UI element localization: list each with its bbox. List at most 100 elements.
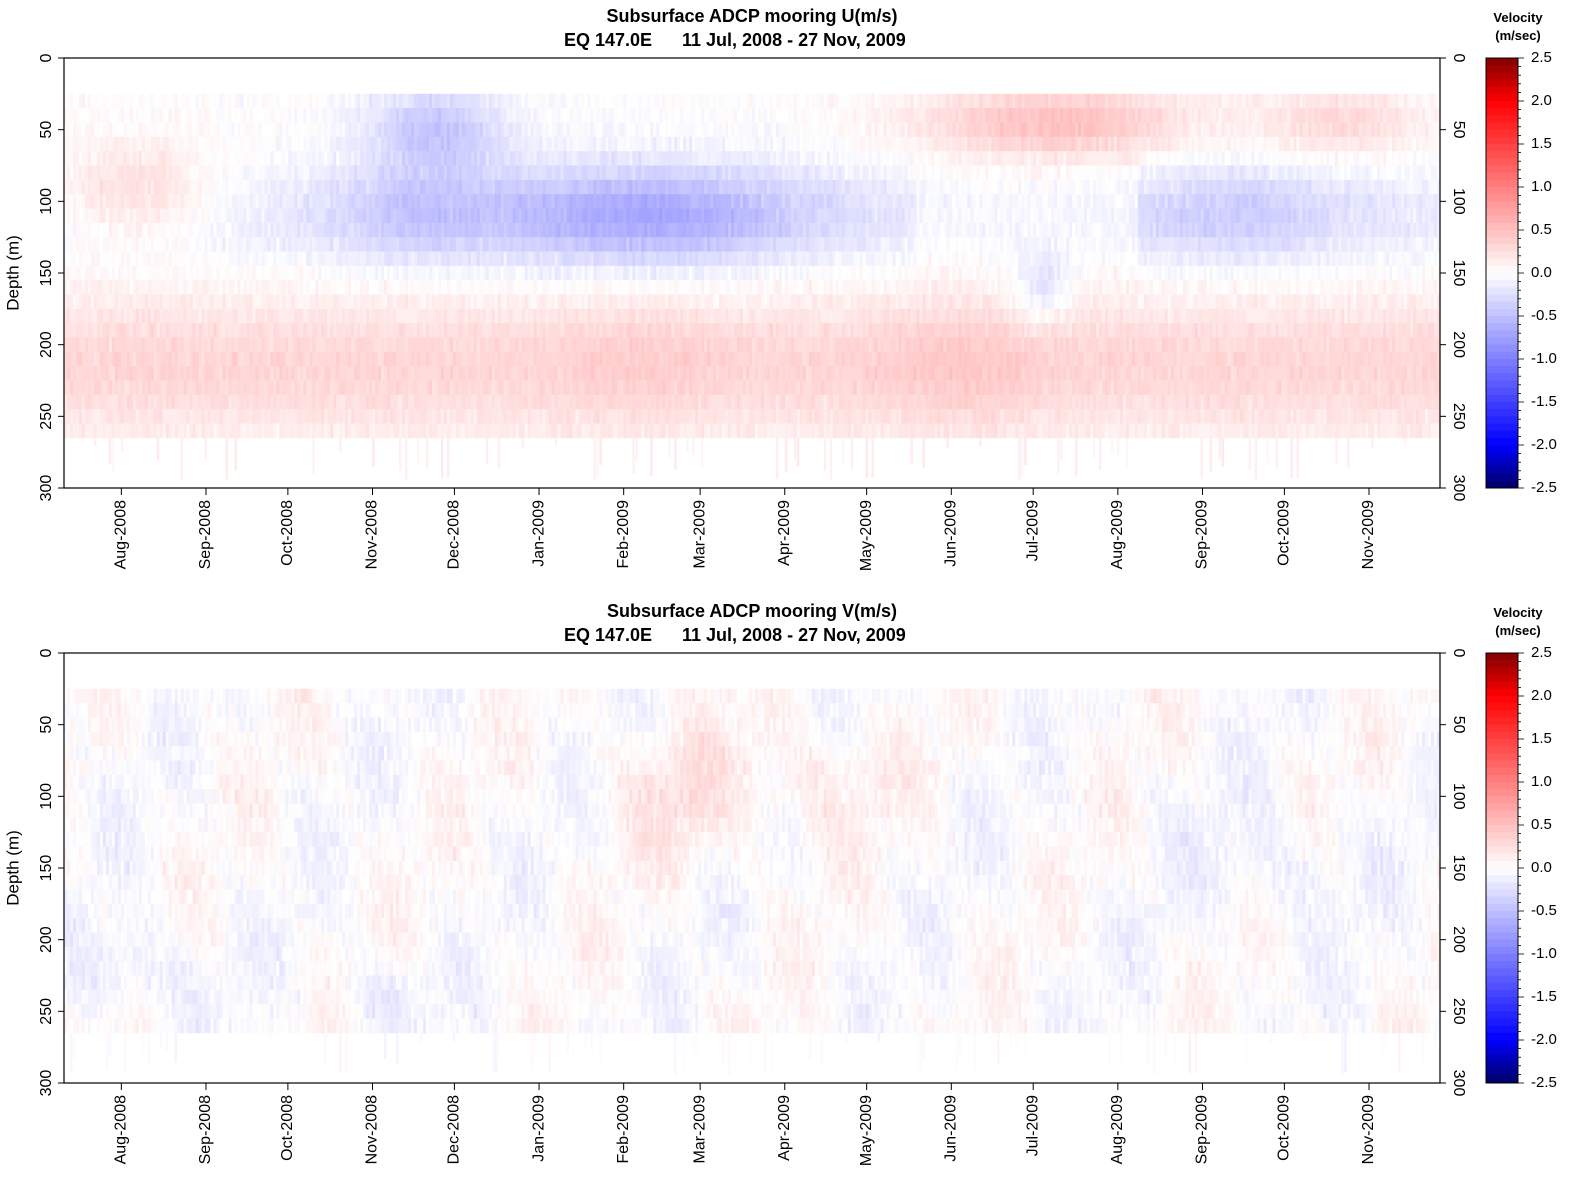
heatmap-cell bbox=[126, 294, 131, 310]
heatmap-cell bbox=[246, 323, 251, 338]
heatmap-cell bbox=[147, 337, 152, 353]
heatmap-cell bbox=[132, 165, 137, 181]
heatmap-cell bbox=[144, 394, 149, 410]
heatmap-cell bbox=[75, 280, 80, 295]
heatmap-cell bbox=[225, 165, 230, 181]
heatmap-cell bbox=[210, 237, 215, 252]
heatmap-cell bbox=[180, 337, 185, 353]
heatmap-cell bbox=[93, 237, 98, 252]
heatmap-cell bbox=[69, 337, 74, 353]
heatmap-cell bbox=[64, 136, 68, 152]
heatmap-cell bbox=[210, 409, 215, 424]
heatmap-cell bbox=[126, 323, 131, 338]
heatmap-cell bbox=[159, 337, 164, 353]
heatmap-cell bbox=[219, 165, 224, 181]
heatmap-cell bbox=[64, 380, 68, 396]
heatmap-cell bbox=[90, 208, 95, 224]
heatmap-cell bbox=[246, 308, 251, 324]
heatmap-cell bbox=[111, 251, 116, 267]
heatmap-cell bbox=[234, 394, 239, 410]
heatmap-cell bbox=[138, 280, 143, 295]
heatmap-cell bbox=[102, 337, 107, 353]
heatmap-cell bbox=[102, 394, 107, 410]
heatmap-cell bbox=[189, 208, 194, 224]
heatmap-cell bbox=[123, 237, 128, 252]
heatmap-cell bbox=[231, 222, 236, 238]
heatmap-cell bbox=[237, 122, 242, 138]
heatmap-cell bbox=[90, 337, 95, 353]
heatmap-cell bbox=[105, 208, 110, 224]
heatmap-cell bbox=[159, 380, 164, 396]
heatmap-cell bbox=[231, 194, 236, 209]
heatmap-cell bbox=[186, 351, 191, 367]
heatmap-cell bbox=[180, 437, 184, 480]
heatmap-cell bbox=[174, 423, 179, 439]
heatmap-cell bbox=[132, 366, 137, 381]
heatmap-cell bbox=[177, 409, 182, 424]
heatmap-cell bbox=[90, 380, 95, 396]
heatmap-cell bbox=[168, 222, 173, 238]
heatmap-cell bbox=[228, 423, 233, 439]
heatmap-cell bbox=[231, 351, 236, 367]
heatmap-cell bbox=[198, 380, 203, 396]
heatmap-cell bbox=[171, 351, 176, 367]
heatmap-cell bbox=[222, 179, 227, 195]
heatmap-cell bbox=[90, 394, 95, 410]
heatmap-cell bbox=[135, 108, 140, 123]
heatmap-cell bbox=[87, 323, 92, 338]
heatmap-cell bbox=[216, 409, 221, 424]
heatmap-cell bbox=[132, 294, 137, 310]
heatmap-cell bbox=[213, 308, 218, 324]
heatmap-cell bbox=[207, 351, 212, 367]
panel-u: Subsurface ADCP mooring U(m/s)EQ 147.0E 1… bbox=[3, 6, 1556, 571]
heatmap-cell bbox=[114, 151, 119, 166]
heatmap-cell bbox=[102, 151, 107, 166]
heatmap-cell bbox=[81, 409, 86, 424]
heatmap-cell bbox=[219, 122, 224, 138]
heatmap-cell bbox=[90, 423, 95, 439]
heatmap-cell bbox=[246, 108, 251, 123]
heatmap-cell bbox=[165, 222, 170, 238]
heatmap-cell bbox=[120, 165, 125, 181]
heatmap-cell bbox=[120, 208, 125, 224]
heatmap-cell bbox=[497, 437, 501, 469]
heatmap-cell bbox=[147, 394, 152, 410]
heatmap-cell bbox=[195, 280, 200, 295]
heatmap-cell bbox=[222, 337, 227, 353]
heatmap-cell bbox=[129, 122, 134, 138]
heatmap-cell bbox=[237, 151, 242, 166]
heatmap-cell bbox=[75, 308, 80, 324]
heatmap-cell bbox=[195, 208, 200, 224]
heatmap-cell bbox=[141, 108, 146, 123]
heatmap-cell bbox=[123, 179, 128, 195]
heatmap-cell bbox=[168, 136, 173, 152]
heatmap-cell bbox=[138, 308, 143, 324]
heatmap-cell bbox=[225, 265, 230, 281]
heatmap-cell bbox=[186, 394, 191, 410]
heatmap-cell bbox=[81, 179, 86, 195]
heatmap-cell bbox=[66, 351, 71, 367]
heatmap-cell bbox=[192, 136, 197, 152]
heatmap-cell bbox=[141, 280, 146, 295]
heatmap bbox=[64, 93, 1441, 480]
heatmap-cell bbox=[84, 136, 89, 152]
heatmap-cell bbox=[126, 265, 131, 281]
heatmap-cell bbox=[183, 151, 188, 166]
heatmap-cell bbox=[234, 323, 239, 338]
heatmap-cell bbox=[81, 222, 86, 238]
heatmap-cell bbox=[171, 409, 176, 424]
heatmap-cell bbox=[204, 151, 209, 166]
heatmap-cell bbox=[240, 165, 245, 181]
heatmap-cell bbox=[87, 208, 92, 224]
heatmap-cell bbox=[228, 351, 233, 367]
heatmap-cell bbox=[228, 237, 233, 252]
heatmap-cell bbox=[93, 151, 98, 166]
heatmap-cell bbox=[228, 409, 233, 424]
heatmap-cell bbox=[156, 237, 161, 252]
heatmap-cell bbox=[219, 265, 224, 281]
heatmap-cell bbox=[129, 337, 134, 353]
heatmap-cell bbox=[240, 380, 245, 396]
heatmap-cell bbox=[222, 251, 227, 267]
heatmap-cell bbox=[168, 93, 173, 109]
heatmap-cell bbox=[425, 437, 429, 470]
